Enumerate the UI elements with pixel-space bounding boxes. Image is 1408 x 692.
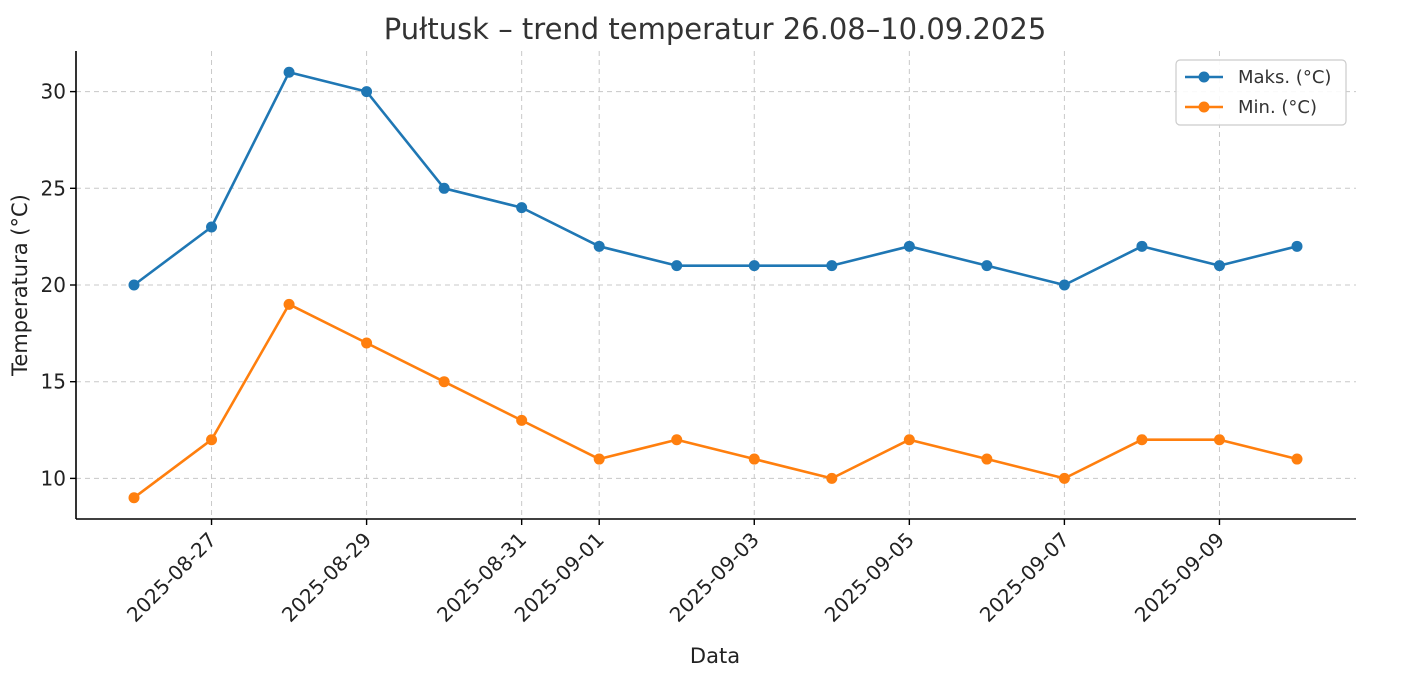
data-point (206, 221, 218, 233)
data-point (593, 453, 605, 465)
x-tick-label: 2025-08-27 (122, 528, 221, 627)
x-tick-label: 2025-08-29 (277, 528, 376, 627)
data-point (1291, 240, 1303, 252)
y-tick-label: 30 (41, 80, 66, 104)
legend-label: Min. (°C) (1238, 97, 1317, 118)
x-tick-label: 2025-09-05 (820, 528, 919, 627)
data-point (438, 182, 450, 194)
data-point (903, 240, 915, 252)
data-point (128, 492, 140, 504)
data-point (128, 279, 140, 291)
data-point (981, 260, 993, 272)
data-point (826, 260, 838, 272)
chart-title: Pułtusk – trend temperatur 26.08–10.09.2… (384, 12, 1047, 46)
series-min (128, 298, 1303, 504)
legend-marker (1198, 101, 1210, 113)
legend-label: Maks. (°C) (1238, 67, 1331, 88)
data-point (1213, 434, 1225, 446)
legend: Maks. (°C) Min. (°C) (1175, 59, 1347, 126)
y-tick-label: 15 (41, 370, 66, 394)
data-point (826, 472, 838, 484)
data-point (981, 453, 993, 465)
x-tick-label: 2025-09-09 (1130, 528, 1229, 627)
y-axis-label: Temperatura (°C) (8, 194, 32, 377)
data-point (671, 434, 683, 446)
data-point (438, 376, 450, 388)
data-point (593, 240, 605, 252)
data-point (1058, 279, 1070, 291)
y-tick-label: 10 (41, 466, 66, 490)
data-point (671, 260, 683, 272)
series-layer (128, 66, 1303, 504)
data-point (283, 298, 295, 310)
data-point (1136, 240, 1148, 252)
series-line (133, 303, 1298, 499)
data-point (361, 337, 373, 349)
series-line (133, 70, 1298, 287)
data-point (283, 66, 295, 78)
data-point (1291, 453, 1303, 465)
data-point (516, 202, 528, 214)
data-point (748, 453, 760, 465)
data-point (1213, 260, 1225, 272)
data-point (1058, 472, 1070, 484)
legend-item: Min. (°C) (1185, 97, 1317, 118)
legend-marker (1198, 71, 1210, 83)
data-point (516, 414, 528, 426)
y-tick-label: 20 (41, 273, 66, 297)
data-point (361, 86, 373, 98)
series-max (128, 66, 1303, 291)
x-tick-label: 2025-09-07 (975, 528, 1074, 627)
legend-item: Maks. (°C) (1185, 67, 1331, 88)
y-tick-label: 25 (41, 176, 66, 200)
data-point (903, 434, 915, 446)
data-point (748, 260, 760, 272)
data-point (206, 434, 218, 446)
x-axis-label: Data (690, 644, 740, 668)
x-tick-label: 2025-09-03 (665, 528, 764, 627)
data-point (1136, 434, 1148, 446)
